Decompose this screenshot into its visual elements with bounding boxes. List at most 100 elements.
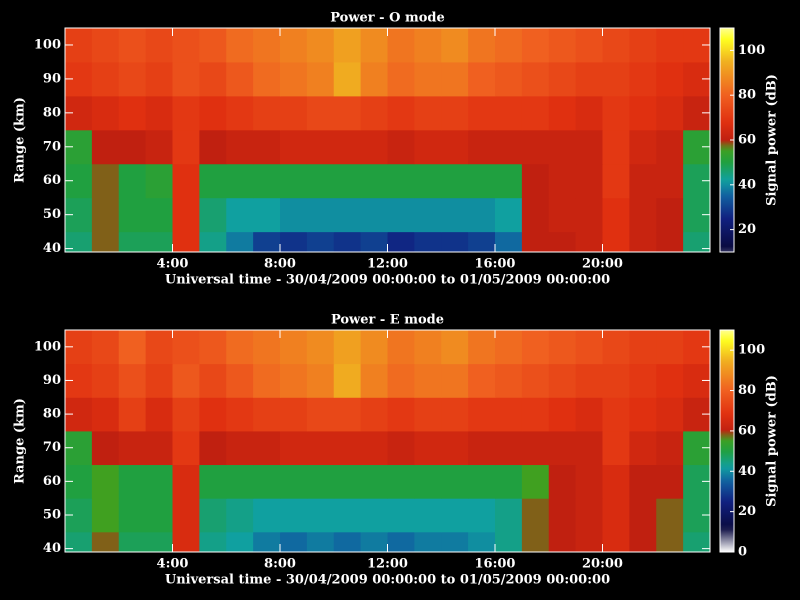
heat-cell (495, 330, 522, 364)
heat-cell (603, 28, 630, 62)
heat-cell (414, 397, 441, 431)
heat-cell (495, 232, 522, 253)
heat-cell (388, 532, 415, 553)
heat-cell (603, 498, 630, 532)
heat-cell (549, 130, 576, 164)
heat-cell (495, 498, 522, 532)
heat-cell (334, 130, 361, 164)
x-tick-label: 8:00 (264, 257, 296, 272)
heat-cell (576, 364, 603, 398)
x-tick-label: 12:00 (367, 557, 408, 572)
heat-cell (226, 62, 253, 96)
heat-cell (199, 28, 226, 62)
heat-cell (307, 364, 334, 398)
heat-cell (173, 28, 200, 62)
heat-cell (146, 498, 173, 532)
heat-cell (146, 465, 173, 499)
heat-cell (468, 364, 495, 398)
heat-cell (576, 198, 603, 232)
heat-cell (603, 164, 630, 198)
x-tick-label: 20:00 (582, 557, 623, 572)
heat-cell (522, 164, 549, 198)
heat-cell (280, 232, 307, 253)
heat-cell (549, 330, 576, 364)
heat-cell (226, 96, 253, 130)
heat-cell (119, 498, 146, 532)
heat-cell (388, 397, 415, 431)
heat-cell (280, 130, 307, 164)
x-axis-label: Universal time - 30/04/2009 00:00:00 to … (165, 573, 610, 588)
heat-cell (253, 198, 280, 232)
heat-cell (441, 431, 468, 465)
heat-cell (146, 364, 173, 398)
heat-cell (199, 198, 226, 232)
y-tick-label: 90 (43, 71, 61, 86)
heat-cell (119, 431, 146, 465)
colorbar-label: Signal power (dB) (765, 375, 780, 507)
heat-cell (414, 364, 441, 398)
heat-cell (629, 130, 656, 164)
heat-cell (414, 431, 441, 465)
heat-cell (388, 232, 415, 253)
heat-cell (656, 532, 683, 553)
heat-cell (119, 130, 146, 164)
heat-cell (603, 232, 630, 253)
heat-cell (334, 198, 361, 232)
heat-cell (173, 232, 200, 253)
heat-cell (361, 232, 388, 253)
heat-cell (65, 532, 92, 553)
heat-cell (522, 330, 549, 364)
heat-cell (388, 96, 415, 130)
heat-cell (656, 232, 683, 253)
heat-cell (119, 532, 146, 553)
heat-cell (253, 465, 280, 499)
heat-cell (173, 431, 200, 465)
heat-cell (683, 532, 710, 553)
heat-cell (603, 198, 630, 232)
heat-cell (603, 465, 630, 499)
y-tick-label: 60 (43, 474, 61, 489)
heat-cell (468, 397, 495, 431)
heat-cell (146, 532, 173, 553)
colorbar-tick-label: 0 (738, 545, 747, 560)
heat-cell (468, 431, 495, 465)
y-tick-label: 70 (43, 139, 61, 154)
heat-cell (388, 431, 415, 465)
heat-cell (468, 62, 495, 96)
heat-cell (226, 198, 253, 232)
heat-cell (414, 62, 441, 96)
heat-cell (522, 532, 549, 553)
heat-cell (468, 465, 495, 499)
heat-cell (119, 62, 146, 96)
heat-cell (307, 198, 334, 232)
heat-cell (92, 62, 119, 96)
heat-cell (414, 28, 441, 62)
heat-cell (361, 130, 388, 164)
heat-cell (334, 397, 361, 431)
heat-cell (199, 465, 226, 499)
heat-cell (603, 130, 630, 164)
heat-cell (603, 532, 630, 553)
heat-cell (468, 532, 495, 553)
heat-cell (603, 431, 630, 465)
y-tick-label: 90 (43, 373, 61, 388)
y-tick-label: 80 (43, 407, 61, 422)
heat-cell (226, 164, 253, 198)
heat-cell (495, 164, 522, 198)
heat-cell (361, 164, 388, 198)
heat-cell (576, 164, 603, 198)
heat-cell (656, 198, 683, 232)
heat-cell (441, 465, 468, 499)
heat-cell (495, 62, 522, 96)
heat-cell (441, 164, 468, 198)
heat-cell (92, 28, 119, 62)
heat-cell (603, 397, 630, 431)
heat-cell (468, 96, 495, 130)
heat-cell (549, 532, 576, 553)
chart-title: Power - E mode (331, 313, 444, 328)
heat-cell (307, 62, 334, 96)
heat-cell (468, 330, 495, 364)
heat-cell (388, 28, 415, 62)
heat-cell (173, 532, 200, 553)
